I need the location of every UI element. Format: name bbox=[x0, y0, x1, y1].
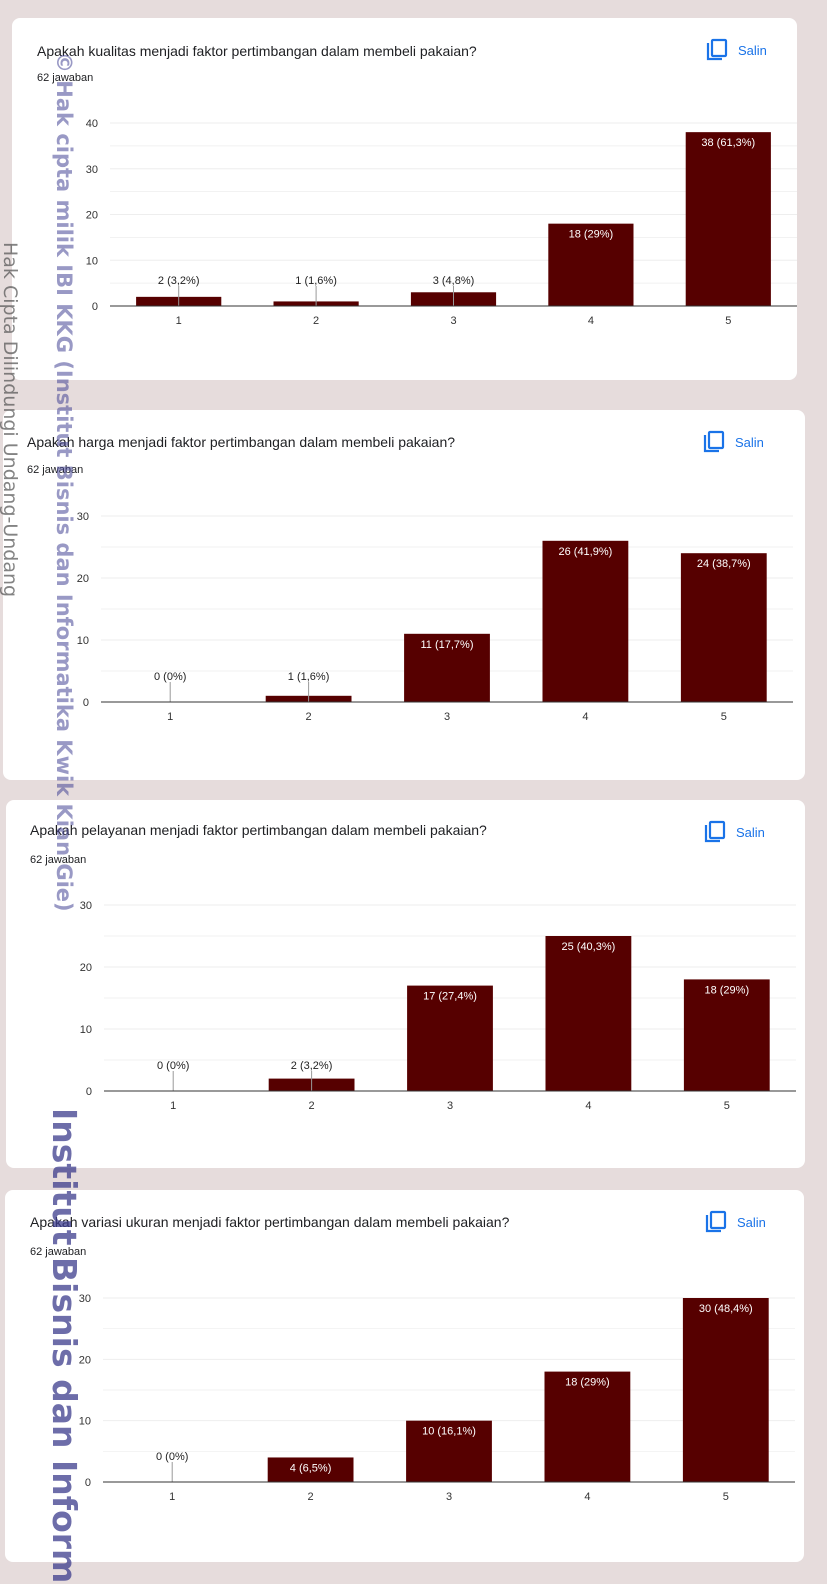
x-tick-label: 2 bbox=[309, 1100, 315, 1112]
x-tick-label: 3 bbox=[447, 1100, 453, 1112]
bar-chart: 0 10 20 30 0 (0%) 1 1 (1,6%) 2 11 (17,7%) 3 26 (41… bbox=[3, 410, 805, 780]
y-tick-label: 20 bbox=[79, 1354, 91, 1366]
y-tick-label: 30 bbox=[80, 900, 92, 912]
data-label: 1 (1,6%) bbox=[295, 275, 337, 287]
x-tick-label: 4 bbox=[588, 315, 594, 327]
data-label: 18 (29%) bbox=[569, 229, 614, 241]
y-tick-label: 0 bbox=[85, 1477, 91, 1489]
bar bbox=[683, 1298, 769, 1482]
y-tick-label: 10 bbox=[80, 1024, 92, 1036]
bar bbox=[686, 132, 771, 306]
x-tick-label: 4 bbox=[582, 711, 588, 723]
y-tick-label: 10 bbox=[79, 1416, 91, 1428]
y-tick-label: 30 bbox=[86, 164, 98, 176]
data-label: 10 (16,1%) bbox=[422, 1426, 476, 1438]
data-label: 26 (41,9%) bbox=[558, 546, 612, 558]
y-tick-label: 30 bbox=[77, 511, 89, 523]
y-tick-label: 0 bbox=[92, 301, 98, 313]
bar bbox=[545, 936, 631, 1091]
x-tick-label: 1 bbox=[169, 1491, 175, 1503]
data-label: 25 (40,3%) bbox=[561, 941, 615, 953]
y-tick-label: 40 bbox=[86, 118, 98, 130]
chart-card: Apakah pelayanan menjadi faktor pertimba… bbox=[6, 800, 805, 1168]
y-tick-label: 10 bbox=[86, 255, 98, 267]
chart-card: Apakah harga menjadi faktor pertimbangan… bbox=[3, 410, 805, 780]
x-tick-label: 1 bbox=[170, 1100, 176, 1112]
x-tick-label: 5 bbox=[724, 1100, 730, 1112]
y-tick-label: 20 bbox=[80, 962, 92, 974]
y-tick-label: 20 bbox=[77, 573, 89, 585]
y-tick-label: 30 bbox=[79, 1293, 91, 1305]
data-label: 18 (29%) bbox=[704, 984, 749, 996]
x-tick-label: 3 bbox=[444, 711, 450, 723]
x-tick-label: 5 bbox=[723, 1491, 729, 1503]
data-label: 1 (1,6%) bbox=[288, 671, 330, 683]
x-tick-label: 2 bbox=[308, 1491, 314, 1503]
bar-chart: 0 10 20 30 40 2 (3,2%) 1 1 (1,6%) 2 3 (4,8%) 3 18 (… bbox=[12, 18, 797, 380]
x-tick-label: 2 bbox=[306, 711, 312, 723]
y-tick-label: 20 bbox=[86, 210, 98, 222]
y-tick-label: 0 bbox=[83, 697, 89, 709]
bar bbox=[542, 541, 628, 702]
data-label: 3 (4,8%) bbox=[433, 275, 475, 287]
data-label: 17 (27,4%) bbox=[423, 991, 477, 1003]
data-label: 11 (17,7%) bbox=[421, 639, 474, 651]
data-label: 24 (38,7%) bbox=[697, 558, 751, 570]
bar-chart: 0 10 20 30 0 (0%) 1 2 (3,2%) 2 17 (27,4%) 3 25 (40… bbox=[6, 800, 805, 1168]
data-label: 2 (3,2%) bbox=[158, 275, 200, 287]
x-tick-label: 5 bbox=[721, 711, 727, 723]
x-tick-label: 2 bbox=[313, 315, 319, 327]
data-label: 2 (3,2%) bbox=[291, 1060, 333, 1072]
x-tick-label: 5 bbox=[725, 315, 731, 327]
x-tick-label: 3 bbox=[446, 1491, 452, 1503]
data-label: 4 (6,5%) bbox=[290, 1462, 332, 1474]
x-tick-label: 1 bbox=[176, 315, 182, 327]
bar-chart: 0 10 20 30 0 (0%) 1 4 (6,5%) 2 10 (16,1%) 3 18 (29… bbox=[5, 1190, 804, 1562]
x-tick-label: 4 bbox=[584, 1491, 590, 1503]
y-tick-label: 10 bbox=[77, 635, 89, 647]
x-tick-label: 1 bbox=[167, 711, 173, 723]
chart-card: Apakah kualitas menjadi faktor pertimban… bbox=[12, 18, 797, 380]
data-label: 0 (0%) bbox=[154, 671, 186, 683]
data-label: 18 (29%) bbox=[565, 1377, 610, 1389]
x-tick-label: 4 bbox=[585, 1100, 591, 1112]
data-label: 38 (61,3%) bbox=[701, 137, 755, 149]
y-tick-label: 0 bbox=[86, 1086, 92, 1098]
chart-card: Apakah variasi ukuran menjadi faktor per… bbox=[5, 1190, 804, 1562]
data-label: 0 (0%) bbox=[156, 1451, 188, 1463]
data-label: 0 (0%) bbox=[157, 1060, 189, 1072]
bar bbox=[681, 553, 767, 702]
data-label: 30 (48,4%) bbox=[699, 1303, 753, 1315]
x-tick-label: 3 bbox=[450, 315, 456, 327]
